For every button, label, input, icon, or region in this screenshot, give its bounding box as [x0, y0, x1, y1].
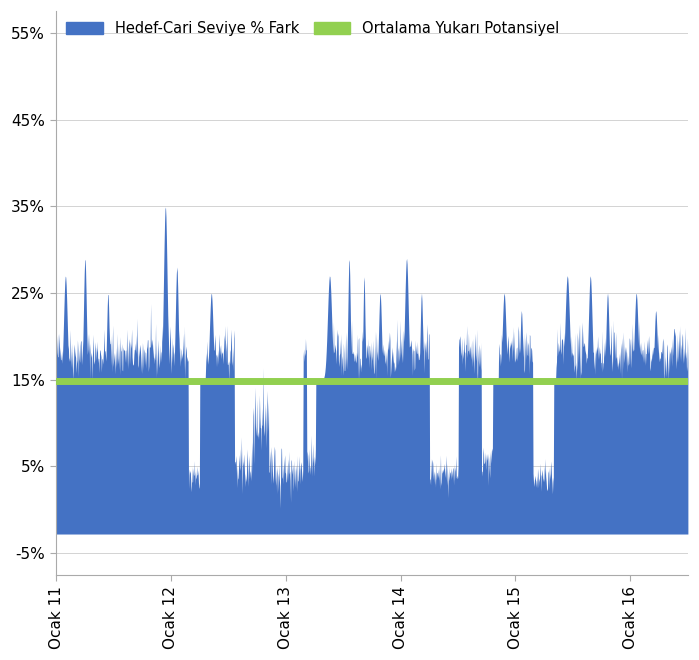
Legend: Hedef-Cari Seviye % Fark, Ortalama Yukarı Potansiyel: Hedef-Cari Seviye % Fark, Ortalama Yukar… — [64, 18, 562, 39]
